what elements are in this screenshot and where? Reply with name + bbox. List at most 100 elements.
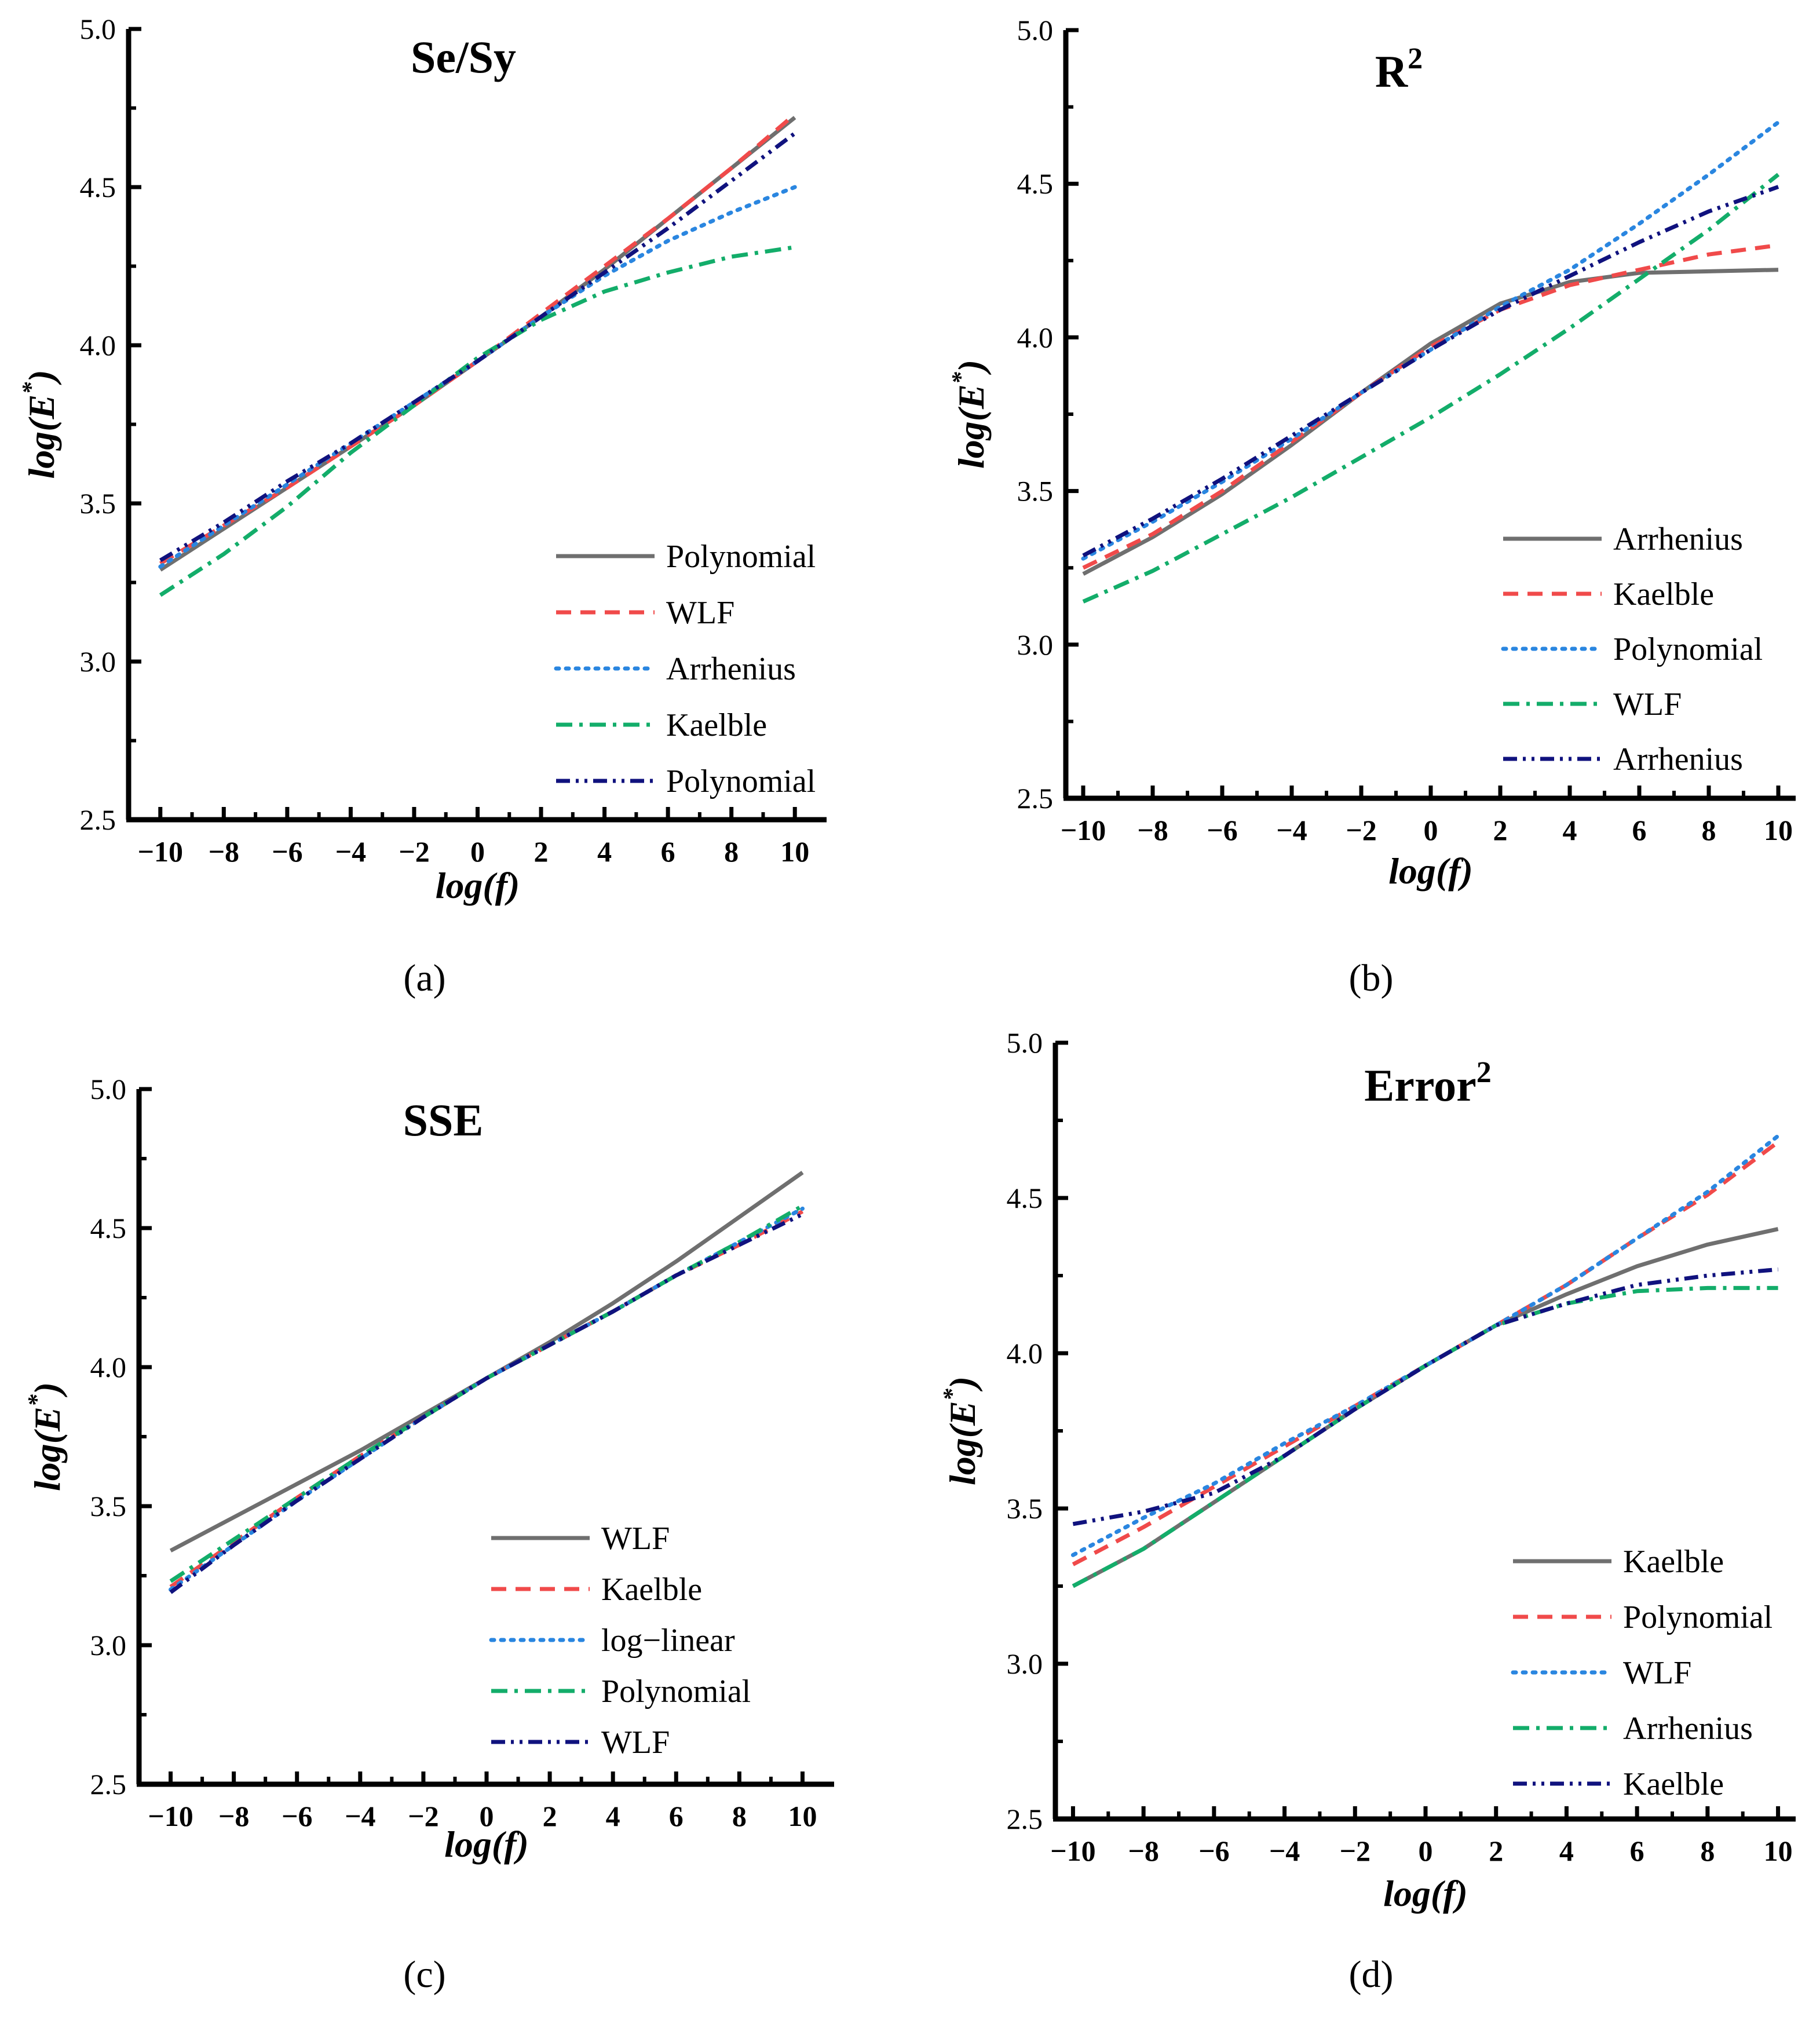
panel-c-xtick-label: 8: [732, 1800, 747, 1832]
panel-d-xtick-label: 6: [1630, 1835, 1644, 1867]
panel-d-title-main: Error: [1364, 1060, 1476, 1111]
panel-b-series-kaelble-dashed: [1082, 243, 1779, 570]
panel-c-xtick-label: 6: [669, 1800, 684, 1832]
panel-a-xtick-label: 0: [470, 835, 485, 868]
panel-d-xtick-label: 10: [1764, 1835, 1793, 1867]
panel-b-series-arrhenius-dashdotdot: [1082, 185, 1779, 558]
panel-d-xtick-label: −4: [1269, 1835, 1300, 1867]
panel-a-xtick-label: 8: [724, 835, 739, 868]
panel-d-legend-label: Kaelble: [1623, 1766, 1724, 1802]
panel-b-title-main: R: [1375, 46, 1409, 97]
panel-a-xtick-label: −4: [335, 835, 367, 868]
panel-b-xtick-label: 2: [1493, 814, 1508, 846]
panel-c-legend-label: Polynomial: [601, 1674, 751, 1709]
panel-c-ytick-label: 3.5: [90, 1490, 127, 1522]
panel-a-xtick-label: −6: [272, 835, 303, 868]
panel-c-ytick-label: 2.5: [90, 1768, 127, 1800]
panel-d-title: Error2: [1364, 1056, 1491, 1111]
panel-b-label: (b): [1349, 957, 1394, 999]
panel-a-label: (a): [403, 957, 445, 999]
panel-d-ytick-label: 3.0: [1007, 1648, 1043, 1680]
panel-b: R2 (b) 2.53.03.54.04.55.0−10 −8 −6 −4 −2 0 2 4 6…: [948, 14, 1796, 999]
panel-c: SSE (c) 2.5 3.0 3.5 4.0 4.5 5.0 −10 −8 −6 −4 −2 0 2 4…: [24, 1073, 834, 1996]
panel-c-ytick-label: 4.5: [90, 1212, 127, 1244]
panel-a-ytick-label: 5.0: [80, 13, 116, 45]
panel-b-xtick-label: −10: [1061, 814, 1106, 846]
panel-a-xlabel: log(f): [436, 865, 520, 906]
panel-c-ylabel: log(E*): [24, 1382, 68, 1491]
panel-a-legend-label: Polynomial: [666, 764, 816, 799]
panel-a-series-polynomial-dashdotdot: [159, 131, 796, 562]
panel-c-xtick-label: 4: [606, 1800, 620, 1832]
panel-d-legend-label: Polynomial: [1623, 1599, 1773, 1635]
panel-a-xtick-label: 2: [534, 835, 549, 868]
panel-d-xtick-label: 0: [1419, 1835, 1433, 1867]
panel-d-xtick-label: 4: [1559, 1835, 1574, 1867]
panel-a-ytick-label: 3.0: [80, 645, 116, 678]
panel-c-xtick-label: 0: [480, 1800, 494, 1832]
panel-a-ytick-label: 4.5: [80, 171, 116, 203]
panel-d-xtick-label: −10: [1050, 1835, 1096, 1867]
panel-d-legend-label: Kaelble: [1623, 1544, 1724, 1580]
panel-c-legend-label: WLF: [601, 1521, 670, 1557]
panel-b-xtick-label: 10: [1764, 814, 1793, 846]
panel-b-xtick-label: −6: [1207, 814, 1238, 846]
panel-c-xlabel: log(f): [444, 1824, 529, 1865]
panel-c-ytick-label: 4.0: [90, 1351, 127, 1383]
panel-b-ytick-label: 4.0: [1017, 321, 1054, 353]
panel-a-legend-label: WLF: [666, 595, 734, 631]
panel-b-ytick-label: 2.5: [1017, 782, 1054, 814]
panel-c-title: SSE: [403, 1095, 484, 1145]
panel-c-series-wlf-dashdotdot: [169, 1212, 804, 1594]
panel-d-xtick-label: 8: [1700, 1835, 1715, 1867]
panel-d-ytick-label: 5.0: [1007, 1027, 1043, 1059]
panel-b-xtick-label: 6: [1632, 814, 1647, 846]
panel-a-xtick-label: 6: [661, 835, 675, 868]
panel-b-ylabel: log(E*): [948, 360, 992, 469]
panel-b-legend-label: Polynomial: [1613, 631, 1763, 667]
panel-b-title: R2: [1375, 42, 1423, 97]
panel-c-xtick-label: −2: [408, 1800, 439, 1832]
panel-a-title: Se/Sy: [411, 32, 516, 82]
panel-c-legend-label: log−linear: [601, 1623, 735, 1659]
panel-c-xtick-label: 2: [543, 1800, 557, 1832]
panel-b-ytick-label: 5.0: [1017, 14, 1054, 46]
panel-d-label: (d): [1349, 1953, 1394, 1996]
panel-b-series-wlf-dashdot: [1082, 173, 1780, 604]
panel-b-legend-label: Kaelble: [1613, 576, 1714, 612]
panel-d-ylabel: log(E*): [939, 1376, 983, 1485]
panel-a-legend-label: Arrhenius: [666, 651, 796, 687]
panel-b-xlabel: log(f): [1388, 850, 1473, 892]
panel-d-series-kaelble-dashdotdot: [1072, 1267, 1778, 1526]
panel-c-ytick-label: 3.0: [90, 1629, 127, 1661]
panel-b-series-polynomial-dotted: [1081, 120, 1781, 561]
panel-a-xtick-label: −10: [138, 835, 184, 868]
panel-c-xtick-label: −4: [345, 1800, 376, 1832]
panel-c-ytick-label: 5.0: [90, 1073, 127, 1105]
panel-b-xtick-label: −2: [1346, 814, 1377, 846]
panel-b-legend-label: Arrhenius: [1613, 521, 1743, 557]
panel-a-ytick-label: 4.0: [80, 329, 116, 361]
panel-d-legend-label: WLF: [1623, 1655, 1691, 1691]
panel-a-legend-label: Kaelble: [666, 707, 767, 743]
panel-b-legend-label: WLF: [1613, 686, 1682, 722]
panel-a-ytick-label: 3.5: [80, 487, 116, 520]
panel-a-xtick-label: −2: [399, 835, 430, 868]
panel-b-xtick-label: −8: [1137, 814, 1168, 846]
panel-d-xtick-label: −2: [1340, 1835, 1371, 1867]
panel-a-ylabel: log(E*): [18, 370, 62, 478]
panel-a-xtick-label: 4: [597, 835, 612, 868]
panel-d-xtick-label: −8: [1128, 1835, 1159, 1867]
panel-a-xtick-label: 10: [780, 835, 809, 868]
panel-b-legend-label: Arrhenius: [1613, 741, 1743, 777]
panel-c-xtick-label: 10: [788, 1800, 817, 1832]
panel-c-xtick-label: −10: [148, 1800, 193, 1832]
panel-d-xtick-label: 2: [1489, 1835, 1503, 1867]
panel-b-ytick-label: 4.5: [1017, 167, 1054, 200]
panel-d-ytick-label: 4.5: [1007, 1182, 1043, 1214]
panel-a-legend-label: Polynomial: [666, 539, 816, 575]
panel-b-ytick-label: 3.0: [1017, 629, 1054, 661]
panel-b-xtick-label: 8: [1702, 814, 1716, 846]
panel-c-legend-label: WLF: [601, 1725, 670, 1760]
